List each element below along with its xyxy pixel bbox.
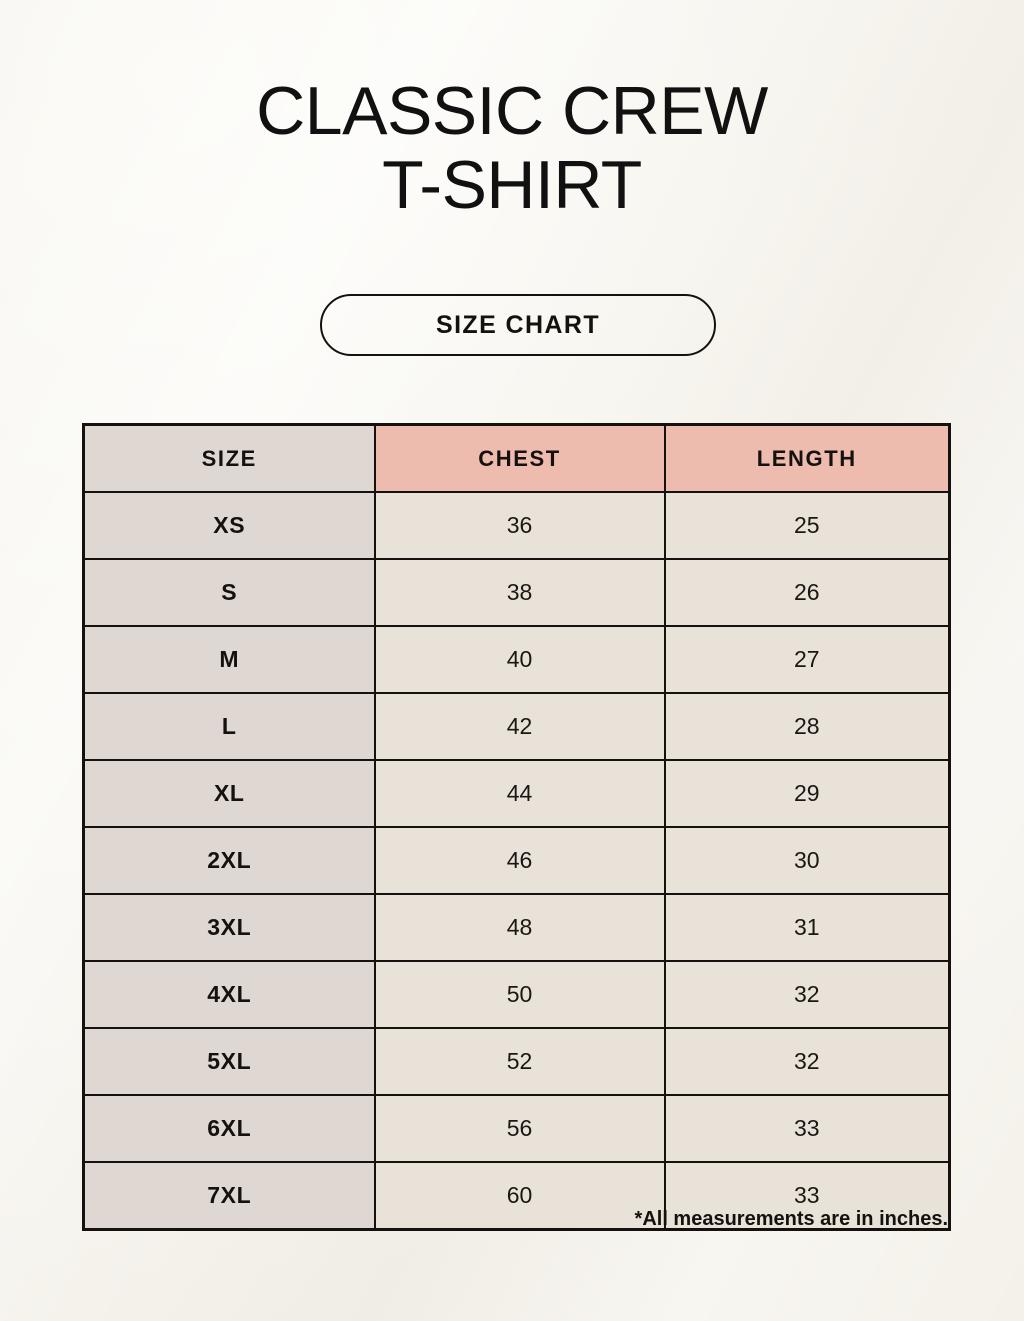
- cell-length: 31: [663, 893, 951, 962]
- table-row: 6XL 56 33: [82, 1094, 951, 1163]
- table-row: S 38 26: [82, 558, 951, 627]
- cell-chest: 56: [373, 1094, 666, 1163]
- cell-size: S: [82, 558, 376, 627]
- table-row: 4XL 50 32: [82, 960, 951, 1029]
- cell-chest: 46: [373, 826, 666, 895]
- column-header-size: SIZE: [82, 423, 376, 493]
- cell-length: 32: [663, 1027, 951, 1096]
- cell-length: 25: [663, 491, 951, 560]
- size-chart-badge-label: SIZE CHART: [436, 310, 600, 339]
- table-row: 5XL 52 32: [82, 1027, 951, 1096]
- cell-chest: 42: [373, 692, 666, 761]
- cell-chest: 48: [373, 893, 666, 962]
- cell-length: 29: [663, 759, 951, 828]
- cell-chest: 44: [373, 759, 666, 828]
- cell-chest: 50: [373, 960, 666, 1029]
- measurement-unit-note: *All measurements are in inches.: [634, 1208, 948, 1230]
- table-header: SIZE CHEST LENGTH: [82, 423, 951, 493]
- cell-length: 28: [663, 692, 951, 761]
- cell-length: 33: [663, 1161, 951, 1231]
- cell-length: 33: [663, 1094, 951, 1163]
- cell-length: 26: [663, 558, 951, 627]
- cell-size: XS: [82, 491, 376, 560]
- cell-chest: 40: [373, 625, 666, 694]
- table-row: XL 44 29: [82, 759, 951, 828]
- cell-size: M: [82, 625, 376, 694]
- table-header-row: SIZE CHEST LENGTH: [82, 423, 951, 493]
- size-chart-badge: SIZE CHART: [320, 294, 716, 356]
- cell-chest: 36: [373, 491, 666, 560]
- column-header-chest: CHEST: [373, 423, 666, 493]
- cell-size: L: [82, 692, 376, 761]
- table-row: M 40 27: [82, 625, 951, 694]
- table-row: 2XL 46 30: [82, 826, 951, 895]
- cell-length: 32: [663, 960, 951, 1029]
- table-row: L 42 28: [82, 692, 951, 761]
- cell-size: 3XL: [82, 893, 376, 962]
- cell-size: 2XL: [82, 826, 376, 895]
- cell-chest: 38: [373, 558, 666, 627]
- cell-chest: 60: [373, 1161, 666, 1231]
- size-table-container: SIZE CHEST LENGTH XS 36 25 S 38 26 M: [82, 423, 951, 1231]
- page-title: CLASSIC CREW T-SHIRT: [256, 73, 768, 223]
- size-table: SIZE CHEST LENGTH XS 36 25 S 38 26 M: [82, 423, 951, 1231]
- cell-length: 30: [663, 826, 951, 895]
- cell-size: 6XL: [82, 1094, 376, 1163]
- table-row: XS 36 25: [82, 491, 951, 560]
- cell-length: 27: [663, 625, 951, 694]
- table-row: 3XL 48 31: [82, 893, 951, 962]
- cell-size: 4XL: [82, 960, 376, 1029]
- cell-size: XL: [82, 759, 376, 828]
- cell-size: 5XL: [82, 1027, 376, 1096]
- cell-size: 7XL: [82, 1161, 376, 1231]
- table-body: XS 36 25 S 38 26 M 40 27 L 42 28: [82, 491, 951, 1231]
- column-header-length: LENGTH: [663, 423, 951, 493]
- cell-chest: 52: [373, 1027, 666, 1096]
- table-row: 7XL 60 33: [82, 1161, 951, 1231]
